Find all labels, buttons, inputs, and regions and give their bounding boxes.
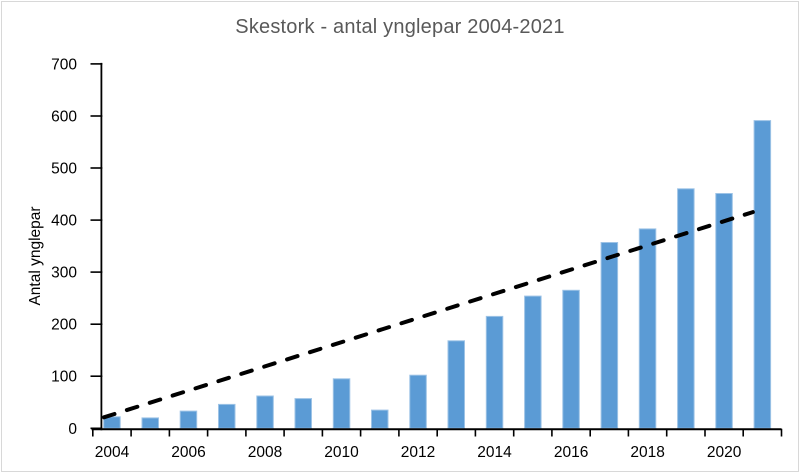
bar-2016 xyxy=(562,289,580,429)
trendline-dashed xyxy=(101,210,755,420)
y-tick-label: 300 xyxy=(51,265,77,282)
chart-title: Skestork - antal ynglepar 2004-2021 xyxy=(235,16,565,38)
bar-2019 xyxy=(677,188,695,429)
bar-2012 xyxy=(409,374,427,429)
bar-2018 xyxy=(638,228,657,429)
y-tick-label: 600 xyxy=(51,109,77,126)
bar-2010 xyxy=(332,378,351,429)
bar-2007 xyxy=(218,403,236,429)
bar-2011 xyxy=(371,409,389,429)
x-tick-label: 2014 xyxy=(477,444,512,461)
x-tick-label: 2010 xyxy=(324,444,359,461)
bar-2013 xyxy=(447,340,465,429)
x-tick-label: 2018 xyxy=(630,444,664,461)
x-tick-label: 2004 xyxy=(95,444,130,461)
bar-2005 xyxy=(141,417,159,429)
bar-2006 xyxy=(179,410,198,429)
bar-2020 xyxy=(715,193,733,429)
bar-2009 xyxy=(294,398,312,429)
y-tick-label: 500 xyxy=(51,161,77,178)
bar-2015 xyxy=(524,295,542,429)
bar-2014 xyxy=(485,315,504,429)
bar-2008 xyxy=(256,395,274,429)
bar-2021 xyxy=(753,120,772,429)
y-tick-label: 400 xyxy=(51,213,77,230)
x-tick-label: 2020 xyxy=(707,444,742,461)
x-tick-label: 2012 xyxy=(401,444,435,461)
x-tick-label: 2006 xyxy=(171,444,205,461)
x-tick-label: 2008 xyxy=(248,444,282,461)
y-tick-label: 700 xyxy=(51,56,77,73)
y-tick-label: 200 xyxy=(51,317,77,334)
x-tick-label: 2016 xyxy=(554,444,588,461)
y-tick-label: 100 xyxy=(51,369,77,386)
y-tick-label: 0 xyxy=(68,421,77,438)
bar-2017 xyxy=(600,242,619,429)
